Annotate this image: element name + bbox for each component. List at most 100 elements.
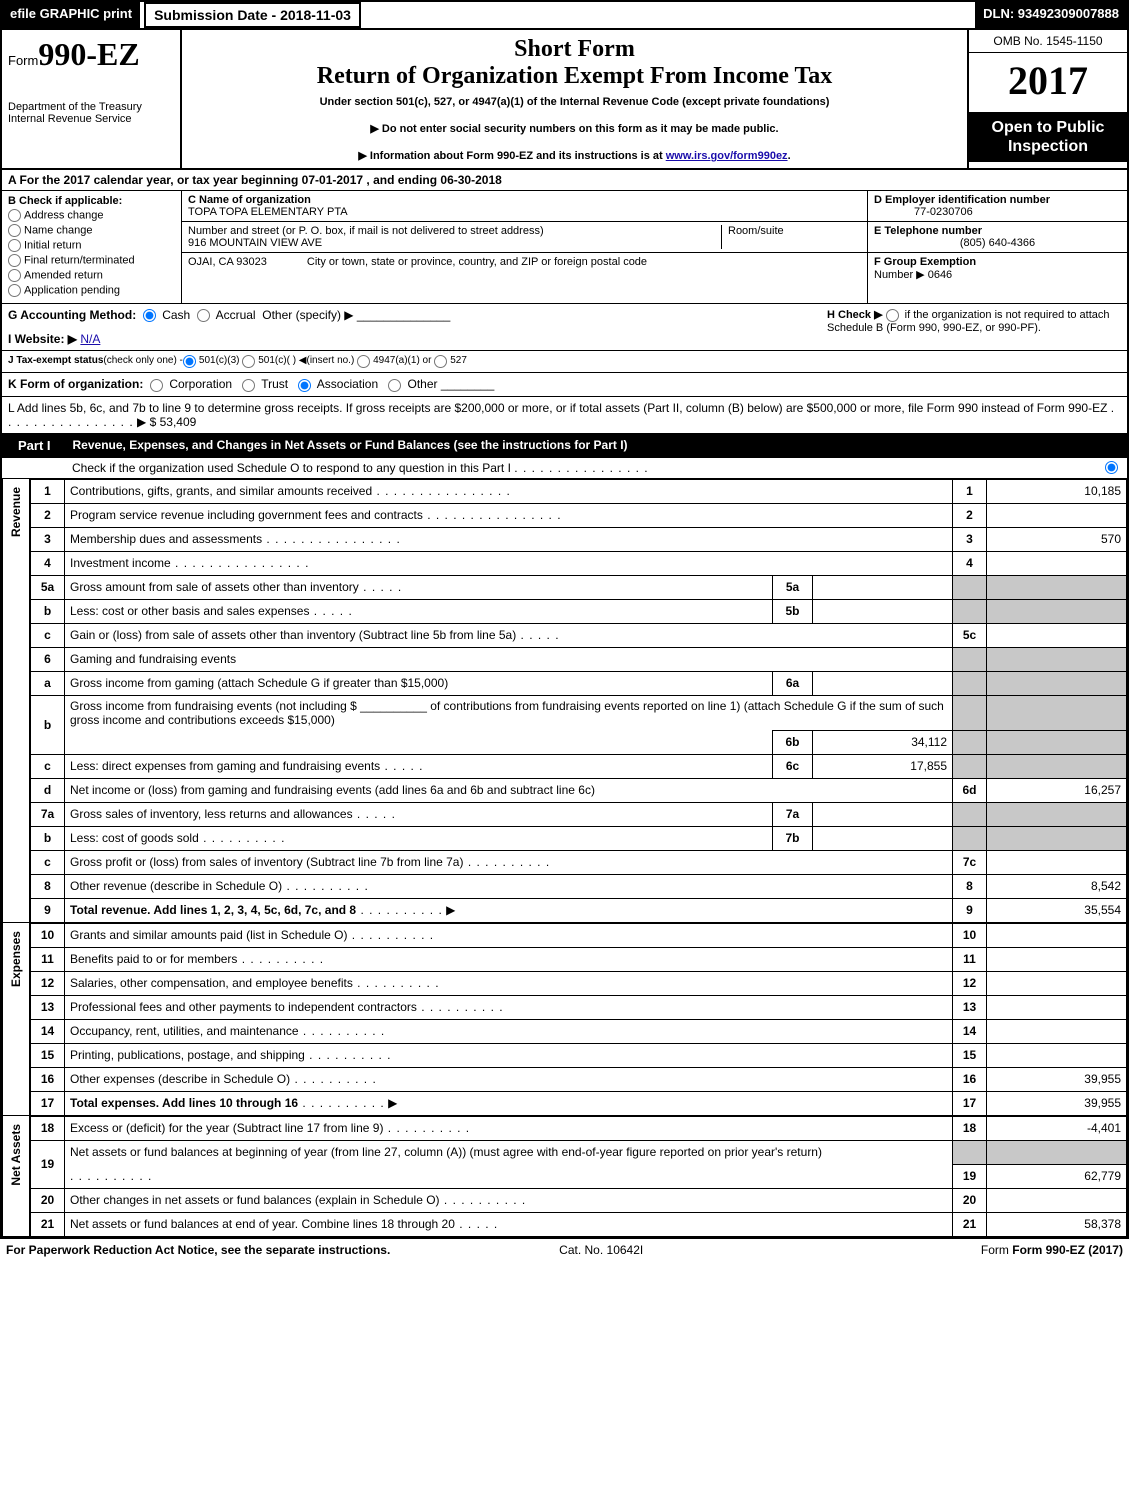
i-block: I Website: ▶ N/A [8,332,450,346]
revenue-table: 1Contributions, gifts, grants, and simil… [30,479,1127,923]
k-o1: Corporation [169,377,232,391]
shade [987,695,1127,730]
dots-icon [423,508,562,522]
radio-assoc[interactable] [298,379,311,392]
line-6d: dNet income or (loss) from gaming and fu… [31,778,1127,802]
l13-v [987,995,1127,1019]
l5b-sn: 5b [773,599,813,623]
l5a-desc: Gross amount from sale of assets other t… [65,575,773,599]
radio-icon[interactable] [8,209,21,222]
j-sub: (check only one) - [103,355,182,368]
l6b-sv: 34,112 [813,730,953,754]
l6b-desc2 [65,730,773,754]
main-title: Return of Organization Exempt From Incom… [192,63,957,90]
l7b-num: b [31,826,65,850]
j-o3: 4947(a)(1) or [373,355,431,368]
d-val: 77-0230706 [874,206,973,218]
line-15: 15Printing, publications, postage, and s… [31,1043,1127,1067]
l15-ln: 15 [953,1043,987,1067]
dots-icon [353,807,396,821]
dots-icon [237,952,324,966]
info-link[interactable]: www.irs.gov/form990ez [666,150,788,162]
radio-501c[interactable] [242,355,255,368]
chk-pending[interactable]: Application pending [8,284,175,297]
radio-accrual[interactable] [197,309,210,322]
radio-parti-check[interactable] [1105,461,1118,474]
line-4: 4Investment income4 [31,551,1127,575]
radio-501c3[interactable] [183,355,196,368]
chk-final-return[interactable]: Final return/terminated [8,254,175,267]
l6d-d: Net income or (loss) from gaming and fun… [70,783,595,797]
radio-icon[interactable] [8,239,21,252]
c-label: C Name of organization [188,194,311,206]
row-gh: G Accounting Method: Cash Accrual Other … [2,304,1127,351]
l3-num: 3 [31,527,65,551]
l3-desc: Membership dues and assessments [65,527,953,551]
opt-name: Name change [24,224,93,236]
l16-v: 39,955 [987,1067,1127,1091]
netassets-section: Net Assets 18Excess or (deficit) for the… [2,1116,1127,1237]
l17-num: 17 [31,1091,65,1115]
l6c-d: Less: direct expenses from gaming and fu… [70,759,380,773]
title-left: Form990-EZ Department of the Treasury In… [2,30,182,168]
f-label: F Group Exemption [874,256,976,268]
l18-v: -4,401 [987,1116,1127,1140]
header-bar: efile GRAPHIC print Submission Date - 20… [2,2,1127,30]
line-6b2: 6b34,112 [31,730,1127,754]
radio-corp[interactable] [150,379,163,392]
radio-icon[interactable] [8,254,21,267]
part-i-check-text: Check if the organization used Schedule … [72,461,511,475]
l7c-v [987,850,1127,874]
radio-4947[interactable] [357,355,370,368]
radio-cash[interactable] [143,309,156,322]
l8-v: 8,542 [987,874,1127,898]
title-center: Short Form Return of Organization Exempt… [182,30,967,168]
h-text1: H Check ▶ [827,309,883,321]
section-c: C Name of organization TOPA TOPA ELEMENT… [182,191,867,303]
l20-d: Other changes in net assets or fund bala… [70,1193,440,1207]
radio-other[interactable] [388,379,401,392]
line-10: 10Grants and similar amounts paid (list … [31,923,1127,947]
shade [987,671,1127,695]
chk-initial-return[interactable]: Initial return [8,239,175,252]
l12-ln: 12 [953,971,987,995]
dots-icon [262,532,401,546]
i-website-link[interactable]: N/A [80,332,100,346]
radio-527[interactable] [434,355,447,368]
j-o1: 501(c)(3) [199,355,240,368]
l1-num: 1 [31,479,65,503]
radio-icon[interactable] [8,224,21,237]
radio-icon[interactable] [8,284,21,297]
line-5b: bLess: cost or other basis and sales exp… [31,599,1127,623]
chk-name-change[interactable]: Name change [8,224,175,237]
l11-d: Benefits paid to or for members [70,952,237,966]
c-street-row: Number and street (or P. O. box, if mail… [182,222,867,253]
l-amt-prefix: ▶ $ [137,415,160,429]
d-row: D Employer identification number 77-0230… [868,191,1127,222]
l5c-num: c [31,623,65,647]
radio-icon[interactable] [8,269,21,282]
line-16: 16 Other expenses (describe in Schedule O… [31,1067,1127,1091]
part-i-title: Revenue, Expenses, and Changes in Net As… [67,434,1127,456]
radio-trust[interactable] [242,379,255,392]
opt-initial: Initial return [24,239,81,251]
e-row: E Telephone number (805) 640-4366 [868,222,1127,253]
c-city: OJAI, CA 93023 [188,256,267,268]
l5b-d: Less: cost or other basis and sales expe… [70,604,309,618]
e-label: E Telephone number [874,225,982,237]
part-i-tag: Part I [2,434,67,457]
chk-address-change[interactable]: Address change [8,209,175,222]
radio-h[interactable] [886,309,899,322]
l16-ln: 16 [953,1067,987,1091]
dots-icon [70,1169,152,1183]
tax-year: 2017 [969,53,1127,112]
chk-amended[interactable]: Amended return [8,269,175,282]
l7c-ln: 7c [953,850,987,874]
l16-d: Other expenses (describe in Schedule O) [70,1072,290,1086]
l9-desc: Total revenue. Add lines 1, 2, 3, 4, 5c,… [65,898,953,922]
l6b-desc1: Gross income from fundraising events (no… [65,695,953,730]
l8-ln: 8 [953,874,987,898]
row-j: J Tax-exempt status (check only one) - 5… [2,351,1127,373]
shade [953,802,987,826]
l6a-sn: 6a [773,671,813,695]
